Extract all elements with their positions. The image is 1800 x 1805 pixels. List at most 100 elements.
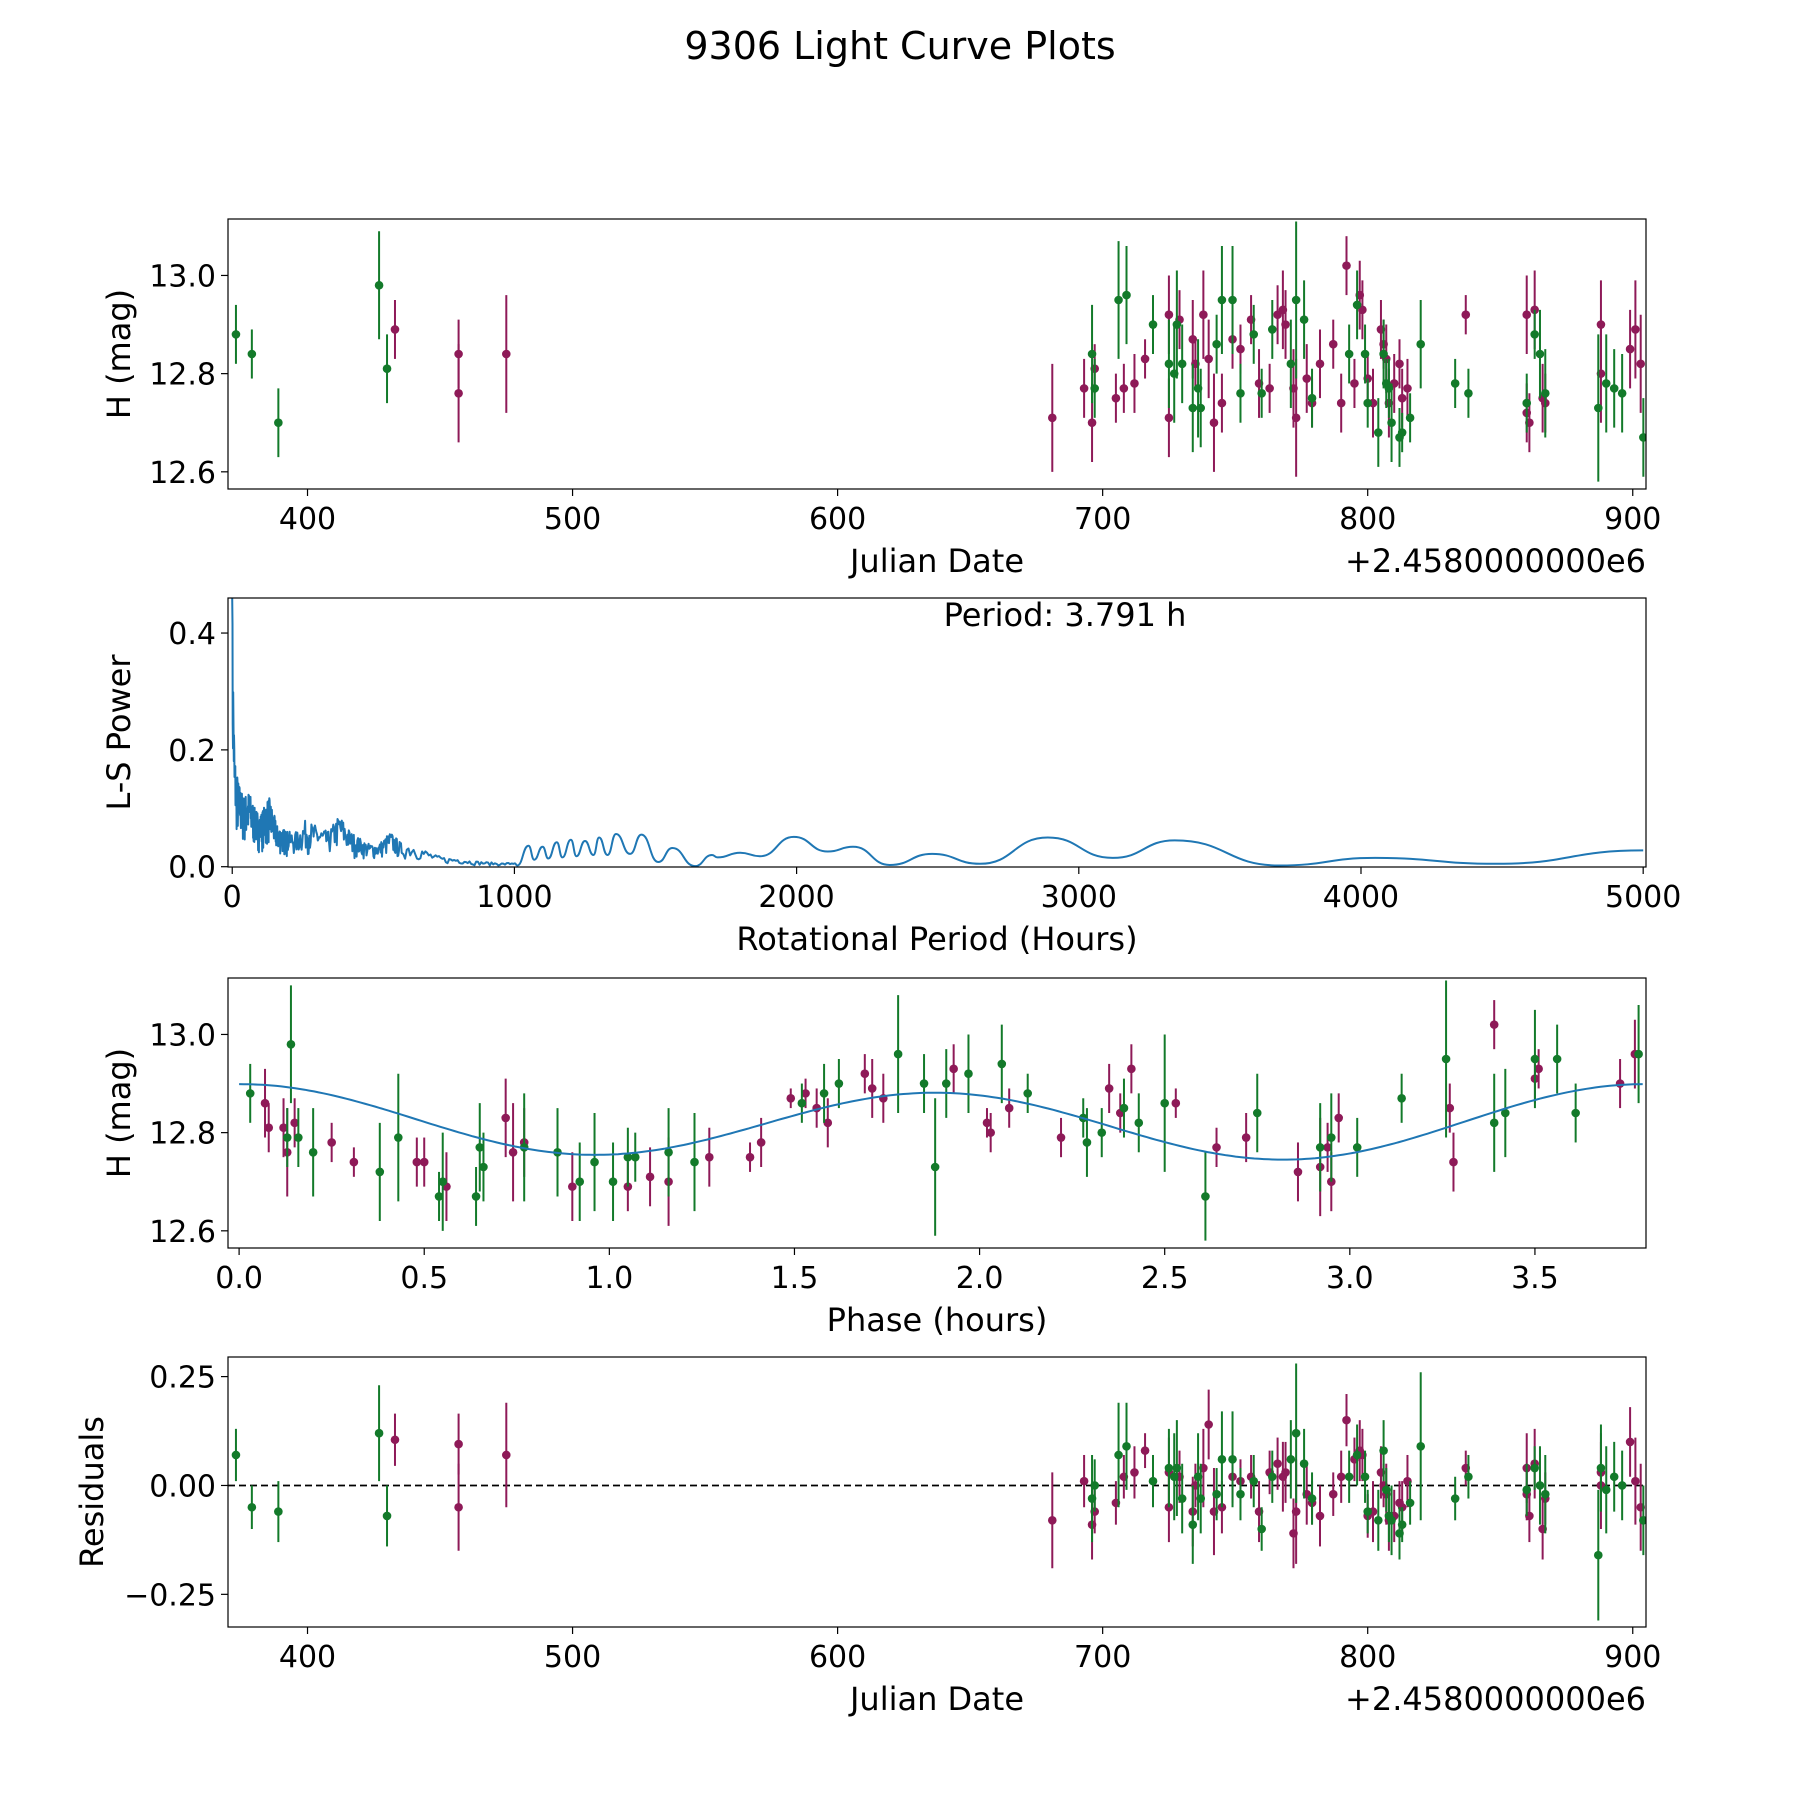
y-tick-label: 0.4	[168, 617, 216, 652]
data-point	[1217, 1455, 1227, 1464]
data-point	[1387, 418, 1396, 428]
data-point	[893, 1049, 903, 1059]
data-point	[860, 1069, 870, 1079]
data-point	[745, 1152, 755, 1162]
data-point	[1188, 403, 1198, 413]
data-point	[1217, 295, 1227, 305]
data-point	[1625, 344, 1635, 354]
data-point	[819, 1089, 829, 1098]
data-point	[1397, 428, 1407, 437]
data-point	[1530, 330, 1539, 339]
periodogram-line	[231, 598, 1644, 867]
data-point	[1090, 384, 1100, 393]
data-point	[1130, 1468, 1139, 1477]
data-point	[1617, 388, 1627, 398]
data-point	[1199, 310, 1208, 320]
data-point	[1631, 325, 1640, 334]
data-point	[1140, 1446, 1150, 1455]
data-point	[1122, 1441, 1131, 1451]
panel-phase: 0.0 0.5 1.0 1.5 2.0 2.5 3.0 3.5 12.6 12.8 13.0 Phas…	[100, 977, 1647, 1339]
data-point	[1379, 1446, 1388, 1455]
data-point	[290, 1118, 299, 1128]
data-point	[374, 1428, 384, 1438]
data-point	[1489, 1118, 1499, 1128]
panel-residuals: 400 500 600 700 800 900 −0.25 0.00 0.25 Julian Da…	[73, 1356, 1661, 1718]
data-point	[501, 1113, 510, 1123]
plot-area	[228, 1363, 1646, 1621]
data-point	[1307, 1494, 1317, 1503]
data-point	[1114, 1450, 1123, 1460]
data-point	[247, 1502, 257, 1512]
data-point	[1212, 1143, 1221, 1152]
data-point	[327, 1138, 336, 1147]
data-point	[1344, 349, 1354, 359]
data-point	[982, 1118, 992, 1128]
axes-frame	[227, 977, 1647, 1249]
data-point	[1535, 349, 1545, 359]
data-point	[1119, 1103, 1129, 1113]
data-point	[1634, 1049, 1643, 1059]
data-point	[1450, 1494, 1460, 1503]
data-point	[1228, 295, 1237, 305]
data-point	[1299, 315, 1309, 324]
data-point	[1336, 398, 1346, 408]
data-point	[1004, 1103, 1014, 1113]
x-axis-label: Phase (hours)	[827, 1301, 1048, 1339]
data-point	[1403, 384, 1412, 393]
data-point	[1363, 398, 1373, 408]
x-tick-label: 3.0	[1326, 1261, 1374, 1296]
data-point	[247, 349, 257, 359]
data-point	[867, 1084, 877, 1093]
data-point	[1416, 339, 1426, 349]
data-point	[1201, 1192, 1210, 1201]
data-point	[294, 1133, 303, 1142]
y-tick-label: 13.0	[149, 1018, 216, 1053]
data-point	[1160, 1098, 1169, 1108]
y-tick-label: 13.0	[149, 259, 216, 294]
y-axis-label: L-S Power	[100, 654, 138, 811]
data-point	[1397, 1093, 1406, 1103]
data-point	[645, 1172, 655, 1182]
data-point	[801, 1089, 810, 1098]
data-point	[1286, 1455, 1296, 1464]
data-point	[1323, 1143, 1332, 1152]
data-point	[1172, 1463, 1182, 1473]
data-point	[1164, 310, 1174, 320]
model-curve	[239, 1083, 1643, 1161]
x-tick-label: 4000	[1323, 880, 1399, 915]
data-point	[1617, 1481, 1627, 1490]
data-point	[919, 1079, 929, 1088]
x-tick-label: 0.5	[400, 1261, 448, 1296]
x-tick-label: 3.5	[1511, 1261, 1559, 1296]
data-point	[949, 1064, 958, 1074]
y-axis-label: H (mag)	[100, 1048, 138, 1178]
data-point	[1286, 359, 1296, 369]
x-tick-label: 500	[544, 1640, 601, 1675]
data-point	[1327, 1133, 1336, 1142]
data-point	[390, 325, 400, 334]
data-point	[1130, 379, 1139, 388]
data-point	[245, 1089, 255, 1098]
data-point	[1273, 1459, 1282, 1468]
x-tick-label: 600	[809, 502, 866, 537]
data-point	[823, 1118, 833, 1128]
y-axis-label: H (mag)	[100, 289, 138, 419]
data-point	[1228, 1455, 1237, 1464]
x-offset-label: +2.4580000000e6	[1345, 542, 1646, 580]
data-point	[1593, 403, 1603, 413]
data-point	[1416, 1441, 1426, 1451]
data-point	[1291, 295, 1301, 305]
data-point	[1464, 388, 1473, 398]
data-point	[1315, 1511, 1325, 1521]
data-point	[1236, 388, 1245, 398]
data-point	[1164, 1463, 1174, 1473]
x-tick-label: 0.0	[215, 1261, 263, 1296]
data-point	[786, 1093, 796, 1103]
data-point	[394, 1133, 403, 1142]
panel-periodogram: 0 1000 2000 3000 4000 5000 0.0 0.2 0.4 Rotational…	[100, 596, 1681, 958]
data-point	[1265, 384, 1274, 393]
data-point	[1148, 1476, 1158, 1486]
data-point	[1281, 320, 1290, 329]
